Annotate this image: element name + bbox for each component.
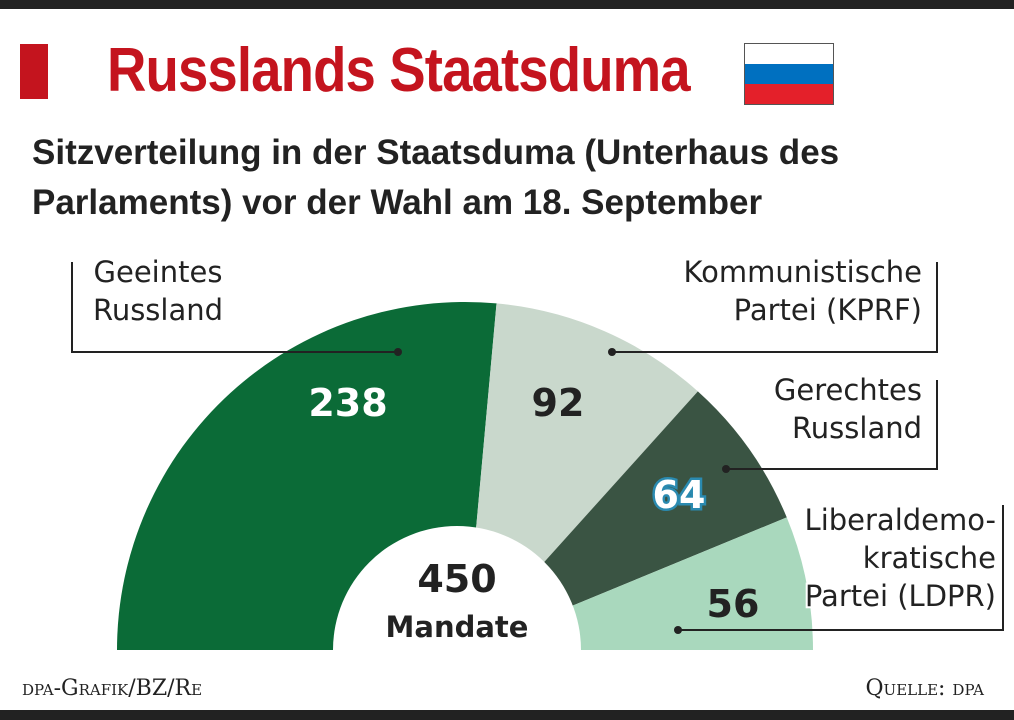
leader-dot-2 bbox=[722, 465, 730, 473]
leader-dot-0 bbox=[394, 348, 402, 356]
center-label: Mandate bbox=[386, 610, 529, 644]
label-line: Gerechtes bbox=[774, 373, 922, 407]
center-value: 450 bbox=[417, 557, 496, 601]
leader-dot-3 bbox=[674, 626, 682, 634]
subtitle-line-2: Parlaments) vor der Wahl am 18. Septembe… bbox=[32, 183, 763, 222]
value-label-geeintes-russland: 238 bbox=[308, 381, 387, 425]
leader-dot-1 bbox=[608, 348, 616, 356]
value-label-kprf: 92 bbox=[532, 381, 585, 425]
bottom-border bbox=[0, 710, 1014, 720]
flag-stripe-blue bbox=[745, 64, 833, 84]
source: Quelle: dpa bbox=[865, 676, 984, 701]
label-gerechtes-russland: Gerechtes Russland bbox=[774, 373, 922, 445]
center-hole bbox=[333, 526, 581, 650]
leader-lines bbox=[71, 262, 1004, 634]
label-line: Liberaldemo- bbox=[805, 503, 996, 537]
subtitle-line-1: Sitzverteilung in der Staatsduma (Unterh… bbox=[32, 133, 840, 172]
page-title: Russlands Staatsduma bbox=[107, 36, 691, 105]
label-kprf: Kommunistische Partei (KPRF) bbox=[684, 255, 922, 327]
subtitle: Sitzverteilung in der Staatsduma (Unterh… bbox=[32, 128, 839, 228]
flag-stripe-white bbox=[745, 44, 833, 64]
label-line: Partei (KPRF) bbox=[734, 293, 922, 327]
flag-stripe-red bbox=[745, 84, 833, 104]
label-geeintes-russland: Geeintes Russland bbox=[93, 255, 223, 327]
label-line: Kommunistische bbox=[684, 255, 922, 289]
label-line: kratische bbox=[863, 541, 996, 575]
leader-line-3 bbox=[678, 505, 1004, 631]
label-line: Partei (LDPR) bbox=[805, 579, 996, 613]
label-line: Russland bbox=[792, 411, 922, 445]
russia-flag-icon bbox=[744, 43, 834, 105]
leader-line-1 bbox=[612, 262, 938, 353]
credit: dpa-Grafik/BZ/Re bbox=[22, 676, 203, 701]
leader-line-0 bbox=[71, 262, 398, 353]
top-border bbox=[0, 0, 1014, 9]
label-line: Geeintes bbox=[94, 255, 223, 289]
leader-line-2 bbox=[726, 380, 938, 470]
title-marker bbox=[20, 44, 48, 99]
label-line: Russland bbox=[93, 293, 223, 327]
value-label-ldpr: 56 bbox=[707, 582, 760, 626]
label-ldpr: Liberaldemo- kratische Partei (LDPR) bbox=[803, 501, 998, 615]
value-label-gerechtes-russland: 64 bbox=[653, 473, 706, 517]
